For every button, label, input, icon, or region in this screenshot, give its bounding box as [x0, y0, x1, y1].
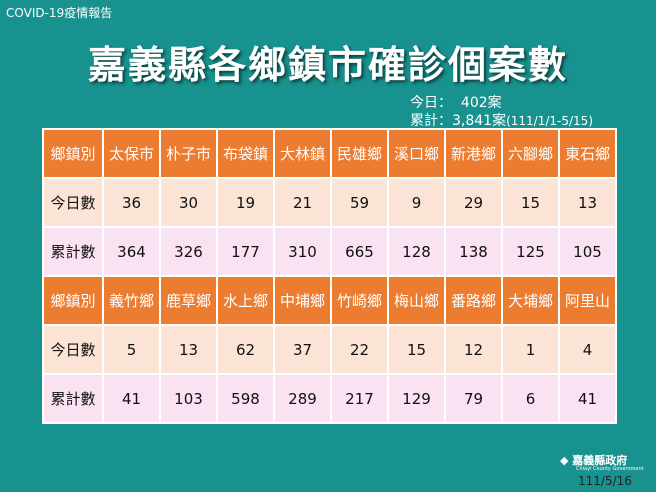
cell: 30 [159, 177, 218, 228]
cell: 22 [330, 324, 389, 375]
cell: 6 [501, 373, 560, 424]
row: 今日數 36 30 19 21 59 9 29 15 13 [42, 177, 617, 228]
cell: 布袋鎮 [216, 128, 275, 179]
cell: 177 [216, 226, 275, 277]
cell: 15 [387, 324, 446, 375]
cell: 9 [387, 177, 446, 228]
label: 今日： [410, 95, 452, 111]
cell: 665 [330, 226, 389, 277]
row: 累計數 364 326 177 310 665 128 138 125 105 [42, 226, 617, 277]
date: 111/5/16 [578, 474, 632, 488]
cell: 62 [216, 324, 275, 375]
cell: 4 [558, 324, 617, 375]
cell: 128 [387, 226, 446, 277]
cell: 21 [273, 177, 332, 228]
cell: 東石鄉 [558, 128, 617, 179]
case-table: 鄉鎮別 太保市 朴子市 布袋鎮 大林鎮 民雄鄉 溪口鄉 新港鄉 六腳鄉 東石鄉 今日數 36 30 19 2… [42, 128, 617, 424]
cell: 129 [387, 373, 446, 424]
cell: 125 [501, 226, 560, 277]
row-label: 累計數 [42, 373, 104, 424]
range: (111/1/1-5/15) [506, 114, 593, 128]
cell: 103 [159, 373, 218, 424]
cell: 29 [444, 177, 503, 228]
summary-today: 今日： 402案 [410, 92, 502, 112]
logo: ◆ 嘉義縣政府 [560, 454, 628, 467]
cell: 1 [501, 324, 560, 375]
cell: 義竹鄉 [102, 275, 161, 326]
value: 402案 [460, 95, 502, 111]
cell: 217 [330, 373, 389, 424]
cell: 六腳鄉 [501, 128, 560, 179]
cell: 138 [444, 226, 503, 277]
row: 今日數 5 13 62 37 22 15 12 1 4 [42, 324, 617, 375]
summary-total: 累計：3,841案(111/1/1-5/15) [410, 110, 593, 130]
cell: 310 [273, 226, 332, 277]
row-label: 鄉鎮別 [42, 275, 104, 326]
logo-en: Chiayi County Government [576, 466, 644, 472]
cell: 大林鎮 [273, 128, 332, 179]
cell: 59 [330, 177, 389, 228]
cell: 19 [216, 177, 275, 228]
cell: 梅山鄉 [387, 275, 446, 326]
cell: 36 [102, 177, 161, 228]
cell: 364 [102, 226, 161, 277]
cell: 289 [273, 373, 332, 424]
cell: 大埔鄉 [501, 275, 560, 326]
cell: 326 [159, 226, 218, 277]
report-tag: COVID-19疫情報告 [6, 6, 113, 20]
cell: 民雄鄉 [330, 128, 389, 179]
row-label: 鄉鎮別 [42, 128, 104, 179]
row-label: 今日數 [42, 177, 104, 228]
cell: 37 [273, 324, 332, 375]
cell: 新港鄉 [444, 128, 503, 179]
cell: 太保市 [102, 128, 161, 179]
row: 鄉鎮別 太保市 朴子市 布袋鎮 大林鎮 民雄鄉 溪口鄉 新港鄉 六腳鄉 東石鄉 [42, 128, 617, 179]
cell: 竹崎鄉 [330, 275, 389, 326]
cell: 15 [501, 177, 560, 228]
row-label: 今日數 [42, 324, 104, 375]
label: 累計： [410, 113, 452, 129]
cell: 13 [159, 324, 218, 375]
cell: 中埔鄉 [273, 275, 332, 326]
cell: 水上鄉 [216, 275, 275, 326]
row: 累計數 41 103 598 289 217 129 79 6 41 [42, 373, 617, 424]
cell: 12 [444, 324, 503, 375]
cell: 41 [102, 373, 161, 424]
cell: 79 [444, 373, 503, 424]
cell: 5 [102, 324, 161, 375]
cell: 阿里山 [558, 275, 617, 326]
value: 3,841案 [452, 113, 507, 129]
cell: 598 [216, 373, 275, 424]
cell: 溪口鄉 [387, 128, 446, 179]
logo-text: 嘉義縣政府 [572, 454, 628, 467]
title: 嘉義縣各鄉鎮市確診個案數 [87, 43, 568, 87]
row-label: 累計數 [42, 226, 104, 277]
cell: 105 [558, 226, 617, 277]
cell: 13 [558, 177, 617, 228]
row: 鄉鎮別 義竹鄉 鹿草鄉 水上鄉 中埔鄉 竹崎鄉 梅山鄉 番路鄉 大埔鄉 阿里山 [42, 275, 617, 326]
cell: 朴子市 [159, 128, 218, 179]
cell: 番路鄉 [444, 275, 503, 326]
cell: 鹿草鄉 [159, 275, 218, 326]
cell: 41 [558, 373, 617, 424]
